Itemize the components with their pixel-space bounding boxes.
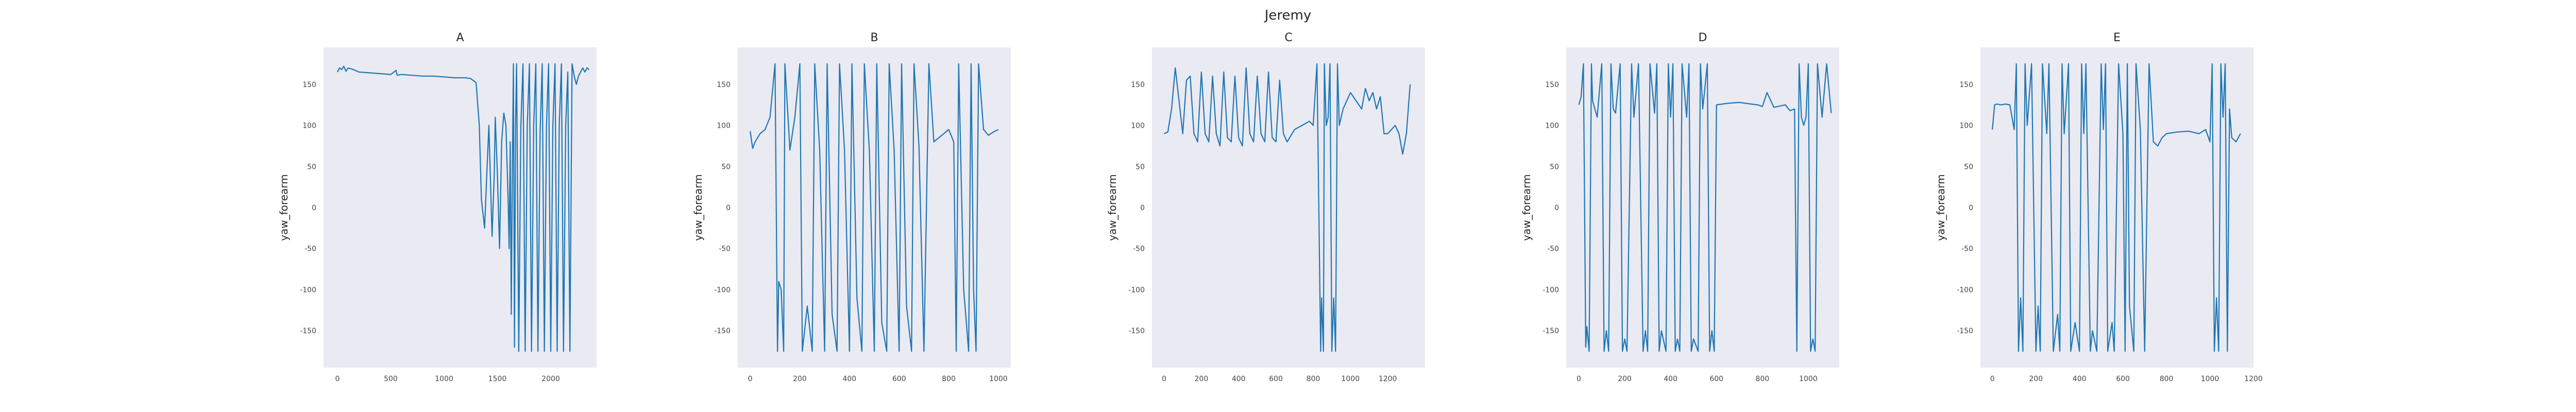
- x-tick-label: 200: [793, 375, 807, 383]
- x-tick-label: 2000: [541, 375, 560, 383]
- x-tick-label: 1000: [1341, 375, 1360, 383]
- x-tick-label: 200: [2029, 375, 2043, 383]
- x-tick-label: 1000: [989, 375, 1008, 383]
- y-tick-label: -50: [304, 245, 316, 253]
- y-tick-label: 100: [1545, 122, 1559, 130]
- y-tick-label: 50: [721, 163, 731, 171]
- y-tick-label: -150: [714, 327, 731, 335]
- x-tick-label: 1500: [488, 375, 507, 383]
- subplot-title: A: [456, 31, 464, 44]
- x-tick-label: 400: [1232, 375, 1246, 383]
- x-tick-label: 0: [335, 375, 340, 383]
- y-axis-label: yaw_forearm: [1106, 174, 1118, 241]
- series-line: [750, 63, 999, 352]
- series-line: [336, 63, 590, 352]
- y-tick-label: -150: [1957, 327, 1973, 335]
- y-tick-label: 100: [717, 122, 731, 130]
- y-tick-label: 150: [717, 81, 731, 89]
- x-tick-label: 1000: [1799, 375, 1818, 383]
- x-tick-label: 200: [1195, 375, 1209, 383]
- x-tick-label: 0: [1577, 375, 1581, 383]
- plot-area: [1152, 47, 1425, 368]
- y-tick-label: 150: [1131, 81, 1145, 89]
- y-tick-label: 50: [1550, 163, 1559, 171]
- subplot-title: B: [870, 31, 878, 44]
- x-tick-label: 800: [1307, 375, 1320, 383]
- y-tick-label: -50: [1961, 245, 1973, 253]
- y-tick-label: 100: [1959, 122, 1973, 130]
- y-tick-label: 100: [302, 122, 316, 130]
- y-tick-label: 150: [302, 81, 316, 89]
- x-tick-label: 800: [2160, 375, 2174, 383]
- x-tick-label: 1200: [1379, 375, 1397, 383]
- y-tick-label: -150: [1543, 327, 1559, 335]
- y-tick-label: -100: [714, 286, 731, 294]
- y-tick-label: 0: [1140, 204, 1145, 212]
- x-tick-label: 800: [1755, 375, 1769, 383]
- y-tick-label: -50: [1133, 245, 1145, 253]
- y-tick-label: -100: [300, 286, 316, 294]
- y-tick-label: -150: [1128, 327, 1145, 335]
- x-tick-label: 200: [1618, 375, 1632, 383]
- y-tick-label: -100: [1128, 286, 1145, 294]
- x-tick-label: 1000: [435, 375, 453, 383]
- y-tick-label: -50: [719, 245, 731, 253]
- x-tick-label: 600: [2116, 375, 2130, 383]
- x-tick-label: 500: [384, 375, 398, 383]
- y-tick-label: 0: [1554, 204, 1559, 212]
- x-tick-label: 1200: [2244, 375, 2263, 383]
- subplot-title: C: [1284, 31, 1292, 44]
- x-tick-label: 600: [1709, 375, 1723, 383]
- y-axis-label: yaw_forearm: [1520, 174, 1533, 241]
- series-line: [1578, 63, 1832, 352]
- series-line: [1992, 63, 2241, 352]
- y-tick-label: -50: [1547, 245, 1559, 253]
- y-tick-label: 50: [1964, 163, 1973, 171]
- x-tick-label: 400: [2073, 375, 2087, 383]
- y-tick-label: -100: [1957, 286, 1973, 294]
- figure-title: Jeremy: [1264, 8, 1312, 23]
- y-tick-label: 0: [312, 204, 316, 212]
- y-tick-label: -100: [1543, 286, 1559, 294]
- x-tick-label: 400: [1664, 375, 1677, 383]
- y-tick-label: -150: [300, 327, 316, 335]
- x-tick-label: 800: [942, 375, 956, 383]
- subplot-title: E: [2113, 31, 2121, 44]
- x-tick-label: 0: [748, 375, 753, 383]
- x-tick-label: 0: [1990, 375, 1995, 383]
- x-tick-label: 400: [842, 375, 856, 383]
- series-line: [1164, 63, 1411, 352]
- y-tick-label: 150: [1959, 81, 1973, 89]
- y-tick-label: 100: [1131, 122, 1145, 130]
- y-tick-label: 50: [1136, 163, 1145, 171]
- x-tick-label: 600: [892, 375, 906, 383]
- y-tick-label: 0: [726, 204, 731, 212]
- x-tick-label: 1000: [2201, 375, 2219, 383]
- y-axis-label: yaw_forearm: [1935, 174, 1947, 241]
- subplot-title: D: [1699, 31, 1707, 44]
- y-tick-label: 50: [307, 163, 316, 171]
- y-tick-label: 150: [1545, 81, 1559, 89]
- y-axis-label: yaw_forearm: [692, 174, 704, 241]
- x-tick-label: 600: [1269, 375, 1283, 383]
- x-tick-label: 0: [1162, 375, 1166, 383]
- y-axis-label: yaw_forearm: [278, 174, 290, 241]
- y-tick-label: 0: [1969, 204, 1973, 212]
